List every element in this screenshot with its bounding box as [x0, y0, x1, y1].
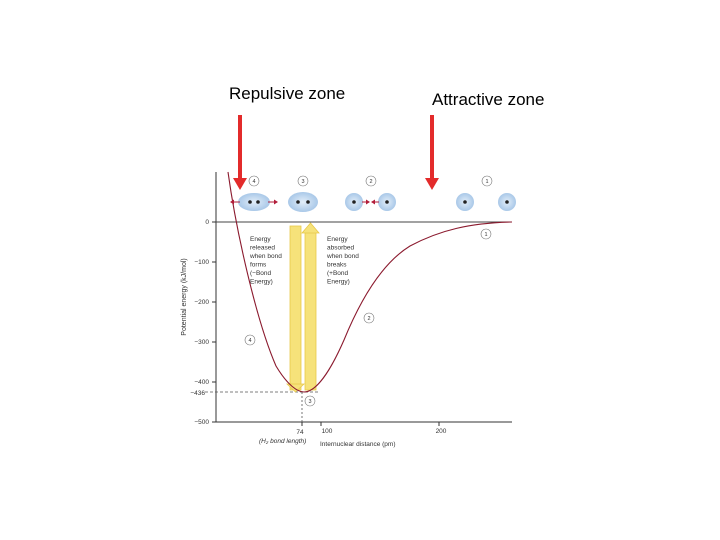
- y-tick-400: −400: [194, 379, 209, 386]
- energy-absorbed-note: Energy absorbed when bond breaks (+Bond …: [326, 236, 359, 286]
- marker-3-curve-text: 3: [308, 399, 311, 405]
- marker-2-top-text: 2: [369, 179, 372, 185]
- absorbed-line-3: breaks: [327, 262, 347, 269]
- released-line-1: released: [250, 245, 275, 252]
- y-tick-436: −436: [190, 390, 205, 397]
- y-tick-marks: [212, 221, 216, 423]
- released-line-2: when bond: [249, 253, 282, 260]
- repulsive-zone-label: Repulsive zone: [229, 84, 346, 103]
- y-tick-0: 0: [205, 219, 209, 226]
- marker-1-curve: [480, 228, 492, 240]
- x-tick-100: 100: [322, 428, 333, 435]
- bond-length-note: (H₂ bond length): [259, 438, 306, 445]
- atom-pair-2: [345, 193, 396, 211]
- marker-3-top: [297, 175, 309, 187]
- atom-pair-1: [456, 193, 516, 211]
- marker-2-curve: [363, 312, 375, 324]
- atom-pair-3: [288, 192, 318, 212]
- energy-released-note: Energy released when bond forms (−Bond E…: [249, 236, 282, 286]
- absorbed-line-0: Energy: [327, 236, 348, 243]
- x-tick-200: 200: [436, 428, 447, 435]
- y-axis-label: Potential energy (kJ/mol): [181, 258, 188, 335]
- released-line-0: Energy: [250, 236, 271, 243]
- x-tick-74: 74: [296, 429, 304, 436]
- marker-1-top: [481, 175, 493, 187]
- released-line-5: Energy): [250, 279, 273, 286]
- x-axis-label: Internuclear distance (pm): [320, 441, 396, 448]
- marker-2-curve-text: 2: [367, 316, 370, 322]
- energy-absorbed-bar: [301, 222, 320, 391]
- marker-1-top-text: 1: [485, 179, 488, 185]
- atom-pair-4: [230, 193, 278, 211]
- attractive-zone-label: Attractive zone: [432, 90, 545, 109]
- marker-3-curve: [304, 395, 316, 407]
- y-tick-200: −200: [194, 299, 209, 306]
- marker-1-curve-text: 1: [484, 232, 487, 238]
- y-tick-500: −500: [194, 419, 209, 426]
- absorbed-line-5: Energy): [327, 279, 350, 286]
- y-tick-300: −300: [194, 339, 209, 346]
- attractive-arrow: [425, 115, 439, 190]
- marker-4-top-text: 4: [252, 179, 255, 185]
- energy-released-bar: [285, 225, 306, 393]
- marker-4-curve: [244, 334, 256, 346]
- released-line-4: (−Bond: [250, 270, 272, 277]
- marker-2-top: [365, 175, 377, 187]
- x-tick-marks: [301, 422, 440, 426]
- absorbed-line-4: (+Bond: [327, 270, 349, 277]
- y-tick-100: −100: [194, 259, 209, 266]
- absorbed-line-1: absorbed: [327, 245, 354, 252]
- absorbed-line-2: when bond: [326, 253, 359, 260]
- marker-4-curve-text: 4: [248, 338, 251, 344]
- marker-4-top: [248, 175, 260, 187]
- potential-energy-curve: [227, 171, 513, 393]
- released-line-3: forms: [250, 262, 267, 269]
- marker-3-top-text: 3: [301, 179, 304, 185]
- repulsive-arrow: [233, 115, 247, 190]
